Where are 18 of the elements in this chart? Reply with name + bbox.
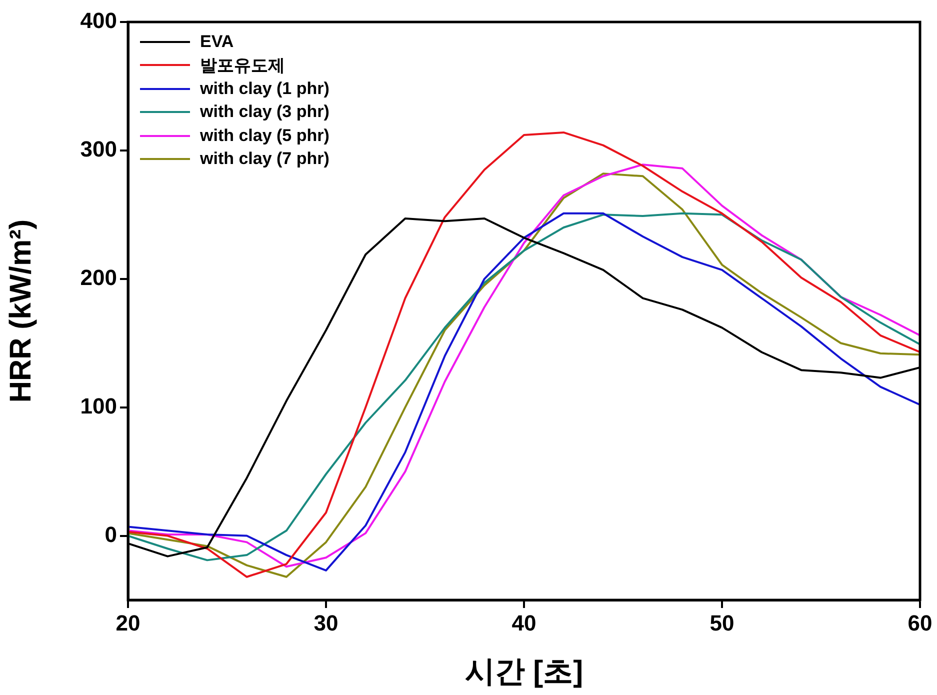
legend-label: EVA — [200, 32, 234, 52]
x-tick-label: 30 — [314, 610, 338, 636]
legend-label: with clay (3 phr) — [200, 102, 330, 122]
legend-label: with clay (5 phr) — [200, 126, 330, 146]
y-axis-title: HRR (kW/m²) — [4, 219, 38, 403]
legend-label: with clay (1 phr) — [200, 78, 330, 99]
legend-label: with clay (7 phr) — [200, 149, 330, 170]
x-tick-label: 60 — [908, 610, 932, 636]
y-tick-label: 400 — [80, 8, 117, 34]
x-axis-title: 시간 [초] — [464, 655, 584, 688]
y-tick-label: 0 — [104, 522, 117, 547]
x-tick-label: 20 — [116, 610, 140, 636]
x-tick-label: 40 — [512, 610, 536, 636]
y-tick-label: 200 — [80, 264, 117, 290]
y-tick-label: 300 — [80, 136, 117, 162]
y-tick-label: 100 — [80, 393, 117, 418]
legend-label: 발포유도제 — [200, 54, 285, 77]
x-tick-label: 50 — [710, 610, 734, 636]
